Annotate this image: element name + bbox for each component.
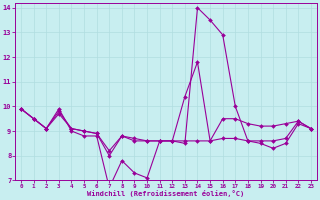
X-axis label: Windchill (Refroidissement éolien,°C): Windchill (Refroidissement éolien,°C) [87, 190, 244, 197]
